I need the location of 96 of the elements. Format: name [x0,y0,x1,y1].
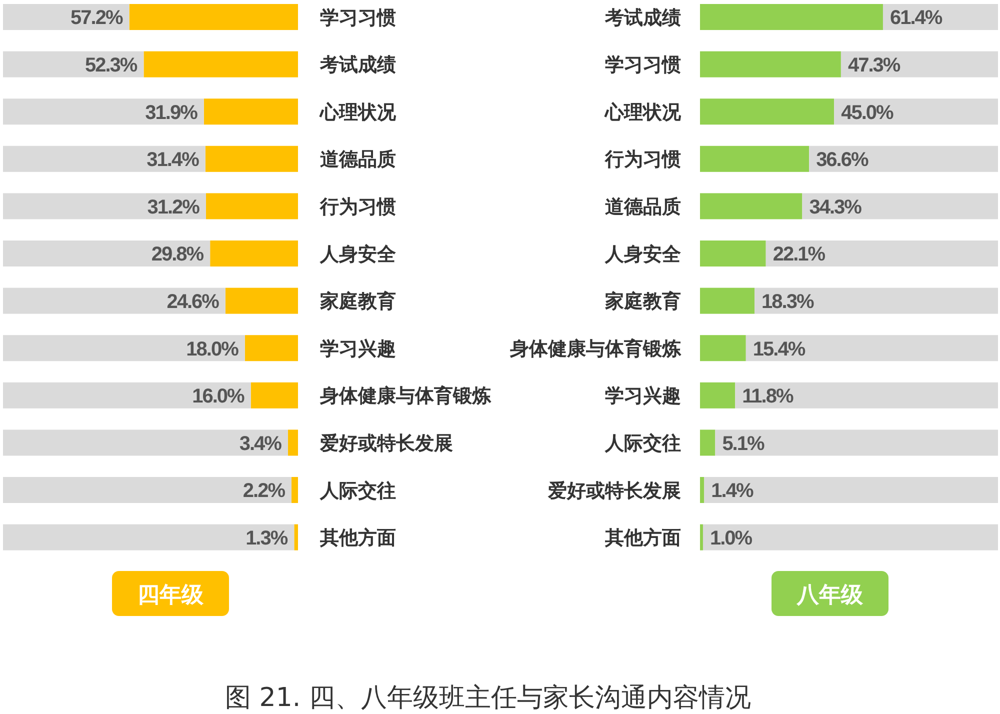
bar [700,193,802,220]
y-tick-label: 人身安全 [319,243,397,266]
bar [3,476,292,503]
bar [700,288,755,314]
bar [802,193,998,220]
bar [204,98,298,125]
y-tick-label: 道德品质 [605,196,681,218]
y-tick-label: 家庭教育 [319,290,396,313]
y-tick-label: 身体健康与体育锻炼 [319,385,492,408]
bar [250,382,298,408]
bar [3,98,204,125]
data-label: 1.0% [710,527,753,550]
y-tick-label: 人身安全 [604,243,682,266]
y-tick-label: 心理状况 [604,101,682,124]
y-tick-label: 其他方面 [604,527,681,550]
data-label: 16.0% [192,386,246,408]
y-tick-label: 学习兴趣 [320,338,396,360]
bar [3,146,206,172]
data-label: 36.6% [816,149,869,172]
data-label: 57.2% [70,7,124,30]
bar [288,430,298,456]
y-tick-label: 道德品质 [320,148,396,171]
bar [210,240,298,267]
y-tick-label: 人际交往 [319,480,396,502]
data-label: 18.3% [762,291,814,313]
bar [700,51,841,78]
data-label: 45.0% [841,102,894,124]
bar [3,524,294,550]
bar [3,382,251,408]
bar [206,193,298,220]
bar [3,335,245,362]
data-label: 2.2% [242,480,286,502]
y-tick-label: 心理状况 [319,101,397,124]
y-tick-label: 身体健康与体育锻炼 [509,338,682,360]
bar [3,193,206,220]
data-label: 5.1% [722,432,765,455]
text: 四年级 [138,582,204,608]
data-label: 18.0% [186,338,240,360]
bar [700,146,810,172]
data-label: 52.3% [84,54,138,77]
bar [746,335,998,362]
bar [294,524,298,550]
y-tick-label: 行为习惯 [319,196,396,218]
data-label: 31.2% [147,196,200,218]
bar [700,335,746,362]
bar [700,240,766,267]
bar [3,240,210,267]
bar [700,98,834,125]
bar [3,430,288,456]
y-tick-label: 学习习惯 [320,6,396,29]
y-tick-label: 爱好或特长发展 [547,480,681,502]
bar [700,524,703,550]
data-label: 31.4% [146,149,200,172]
y-tick-label: 考试成绩 [604,6,681,29]
bar [766,240,998,267]
data-label: 3.4% [239,432,282,455]
data-label: 15.4% [752,338,806,360]
data-label: 29.8% [151,244,204,266]
y-tick-label: 爱好或特长发展 [319,432,453,455]
bar [225,288,298,314]
data-label: 22.1% [772,244,826,266]
bar [700,4,883,30]
y-tick-label: 家庭教育 [604,290,681,313]
data-label: 61.4% [890,7,943,30]
y-tick-label: 行为习惯 [604,148,681,171]
text: 八年级 [796,582,864,608]
bar [700,382,736,408]
bar [3,288,226,314]
bar [702,524,998,550]
bar [715,430,998,456]
bar [735,382,998,408]
data-label: 11.8% [742,386,794,408]
data-label: 24.6% [166,291,220,313]
y-tick-label: 其他方面 [319,527,396,550]
bar [129,4,298,30]
bar [704,476,998,503]
y-tick-label: 学习习惯 [605,54,681,76]
data-label: 1.4% [711,480,754,502]
bar [700,476,704,503]
bar [144,51,298,78]
caption: 图 21. 四、八年级班主任与家长沟通内容情况 [225,683,751,713]
y-tick-label: 学习兴趣 [605,385,681,408]
bar [809,146,998,172]
y-tick-label: 考试成绩 [319,54,396,76]
bar [754,288,998,314]
y-tick-label: 人际交往 [604,432,681,455]
data-label: 34.3% [809,196,862,218]
bar [205,146,298,172]
bar [292,476,298,503]
bar [834,98,998,125]
bar [700,430,716,456]
data-label: 1.3% [246,527,288,550]
data-label: 47.3% [848,54,901,77]
bar [244,335,298,362]
bar [840,51,998,78]
data-label: 31.9% [145,102,198,124]
